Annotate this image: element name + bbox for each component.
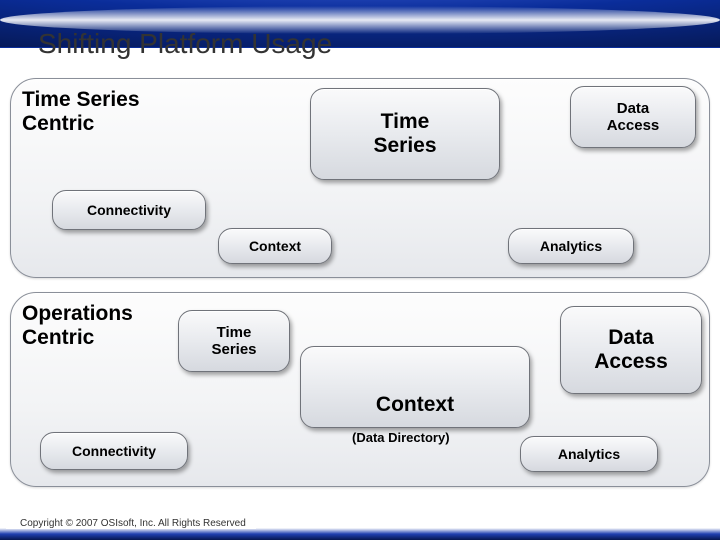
box-analytics-top: Analytics xyxy=(508,228,634,264)
panel-top-heading: Time Series Centric xyxy=(22,88,140,136)
copyright-text: Copyright © 2007 OSIsoft, Inc. All Right… xyxy=(6,518,256,529)
box-context-top: Context xyxy=(218,228,332,264)
box-connectivity-top: Connectivity xyxy=(52,190,206,230)
box-time-series-bottom: Time Series xyxy=(178,310,290,372)
box-data-access-top: Data Access xyxy=(570,86,696,148)
slide-title: Shifting Platform Usage xyxy=(38,28,332,60)
box-data-access-bottom: Data Access xyxy=(560,306,702,394)
sublabel-data-directory: (Data Directory) xyxy=(352,430,450,445)
panel-bottom-heading: Operations Centric xyxy=(22,302,133,350)
footer: Copyright © 2007 OSIsoft, Inc. All Right… xyxy=(6,510,714,536)
box-analytics-bottom: Analytics xyxy=(520,436,658,472)
box-connectivity-bottom: Connectivity xyxy=(40,432,188,470)
box-context-large: Context xyxy=(300,346,530,428)
box-time-series-large: Time Series xyxy=(310,88,500,180)
